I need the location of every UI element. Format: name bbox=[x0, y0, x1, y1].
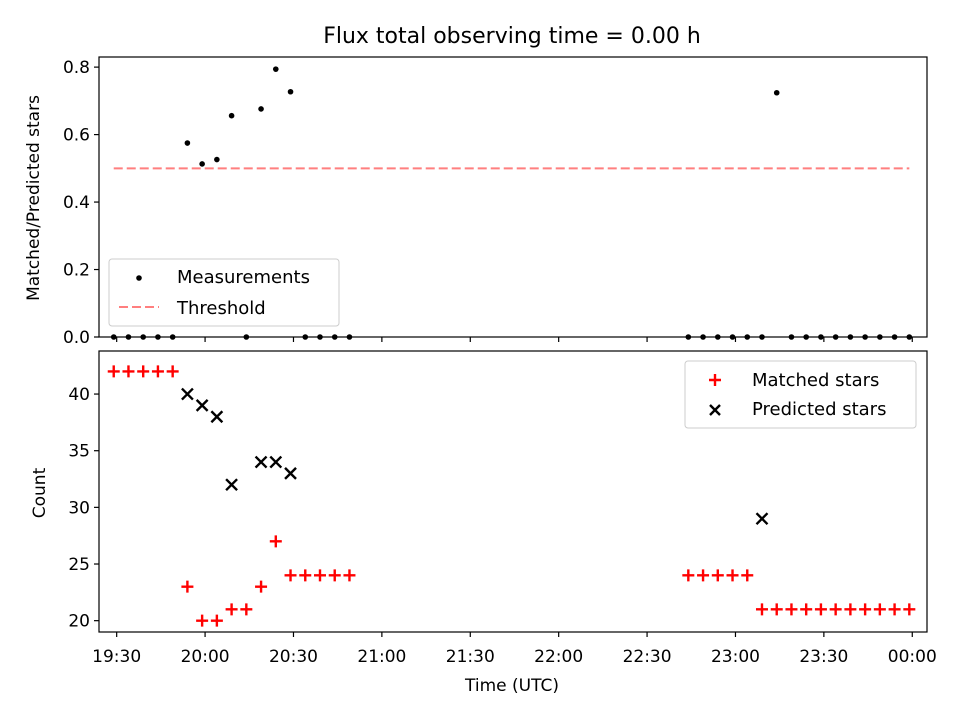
top-legend-box bbox=[108, 258, 340, 327]
top-legend: Measurements Threshold bbox=[108, 258, 340, 327]
x-axis-label: Time (UTC) bbox=[464, 676, 559, 696]
matched-star-point bbox=[151, 365, 164, 378]
matched-star-point bbox=[785, 603, 798, 616]
matched-star-point bbox=[844, 603, 857, 616]
matched-star-point bbox=[697, 569, 710, 582]
top-y-tick-label: 0.0 bbox=[63, 328, 90, 348]
bottom-plot-area bbox=[107, 365, 916, 627]
top-y-tick-label: 0.8 bbox=[63, 58, 90, 78]
legend-matched-label: Matched stars bbox=[752, 370, 879, 391]
top-x-ticks bbox=[116, 337, 913, 342]
matched-star-point bbox=[196, 614, 209, 627]
bottom-legend: Matched stars Predicted stars bbox=[684, 360, 917, 429]
predicted-star-point bbox=[195, 399, 209, 412]
matched-star-point bbox=[903, 603, 916, 616]
legend-predicted-label: Predicted stars bbox=[752, 399, 886, 420]
predicted-star-point bbox=[254, 455, 268, 469]
bottom-y-tick-label: 20 bbox=[68, 612, 90, 632]
x-tick-label: 00:00 bbox=[888, 647, 937, 667]
matched-star-point bbox=[888, 603, 901, 616]
matched-star-point bbox=[166, 365, 179, 378]
matched-star-point bbox=[682, 569, 695, 582]
matched-star-point bbox=[255, 580, 268, 593]
matched-star-point bbox=[711, 569, 724, 582]
matched-star-point bbox=[328, 569, 341, 582]
x-tick-label: 21:30 bbox=[446, 647, 495, 667]
matched-star-point bbox=[122, 365, 135, 378]
measurement-point bbox=[272, 66, 279, 72]
x-tick-label: 20:30 bbox=[269, 647, 318, 667]
bottom-y-tick-label: 35 bbox=[68, 442, 90, 462]
legend-threshold-label: Threshold bbox=[176, 298, 266, 319]
matched-star-point bbox=[313, 569, 326, 582]
bottom-axes-frame bbox=[98, 350, 928, 633]
x-tick-label: 19:30 bbox=[92, 647, 141, 667]
measurement-point bbox=[258, 106, 264, 112]
matched-star-point bbox=[240, 603, 253, 616]
predicted-star-point bbox=[269, 455, 283, 469]
legend-measurements-label: Measurements bbox=[177, 267, 310, 288]
top-axes-frame bbox=[98, 56, 928, 338]
matched-star-point bbox=[741, 569, 754, 582]
top-y-tick-label: 0.4 bbox=[63, 193, 90, 213]
matched-star-point bbox=[859, 603, 872, 616]
bottom-legend-box bbox=[684, 360, 917, 429]
measurement-point bbox=[287, 88, 294, 95]
predicted-star-point bbox=[225, 478, 238, 492]
measurement-point bbox=[214, 156, 220, 163]
top-plot-area bbox=[110, 66, 913, 340]
bottom-y-ticks: 20 25 30 35 40 bbox=[68, 385, 99, 632]
predicted-star-point bbox=[755, 512, 769, 526]
bottom-x-ticks: 19:30 20:00 20:30 21:00 21:30 22:00 22:30 23:00… bbox=[92, 632, 937, 667]
matched-star-point bbox=[814, 603, 827, 616]
bottom-y-tick-label: 40 bbox=[68, 385, 90, 405]
matched-star-point bbox=[210, 614, 223, 627]
top-y-tick-label: 0.2 bbox=[63, 261, 90, 281]
matched-star-point bbox=[343, 569, 356, 582]
x-tick-label: 22:30 bbox=[623, 647, 672, 667]
matched-star-point bbox=[770, 603, 783, 616]
measurement-point bbox=[228, 112, 235, 119]
top-y-axis-label: Matched/Predicted stars bbox=[24, 95, 44, 301]
matched-star-point bbox=[107, 365, 120, 378]
x-tick-label: 23:00 bbox=[711, 647, 760, 667]
top-y-ticks: 0.0 0.2 0.4 0.6 0.8 bbox=[63, 58, 99, 348]
predicted-star-point bbox=[181, 387, 194, 401]
x-tick-label: 23:30 bbox=[799, 647, 848, 667]
predicted-star-point bbox=[284, 467, 297, 480]
top-y-tick-label: 0.6 bbox=[63, 126, 90, 146]
matched-star-point bbox=[225, 603, 238, 616]
x-tick-label: 20:00 bbox=[181, 647, 230, 667]
x-tick-label: 21:00 bbox=[357, 647, 406, 667]
legend-measurements-marker bbox=[136, 275, 142, 281]
matched-star-point bbox=[299, 569, 312, 582]
bottom-y-tick-label: 30 bbox=[68, 498, 90, 518]
matched-star-point bbox=[755, 603, 768, 616]
matched-star-point bbox=[829, 603, 842, 616]
chart-title: Flux total observing time = 0.00 h bbox=[323, 24, 701, 49]
measurement-point bbox=[773, 89, 780, 96]
legend-predicted-marker bbox=[709, 404, 721, 416]
bottom-y-axis-label: Count bbox=[30, 467, 50, 518]
measurement-point bbox=[199, 161, 205, 167]
matched-star-point bbox=[873, 603, 886, 616]
matched-star-point bbox=[181, 580, 194, 593]
bottom-y-tick-label: 25 bbox=[68, 555, 90, 575]
legend-matched-marker bbox=[709, 374, 721, 386]
measurement-point bbox=[184, 140, 191, 146]
flux-ratio-panel: Flux total observing time = 0.00 h Match… bbox=[24, 24, 928, 348]
matched-star-point bbox=[800, 603, 813, 616]
star-count-panel: Count Time (UTC) 20 25 30 35 40 19:30 20:00 20… bbox=[30, 350, 937, 696]
matched-star-point bbox=[284, 569, 297, 582]
matched-star-point bbox=[269, 535, 282, 548]
matched-star-point bbox=[137, 365, 150, 378]
predicted-star-point bbox=[210, 410, 224, 424]
x-tick-label: 22:00 bbox=[534, 647, 583, 667]
matched-star-point bbox=[726, 569, 739, 582]
